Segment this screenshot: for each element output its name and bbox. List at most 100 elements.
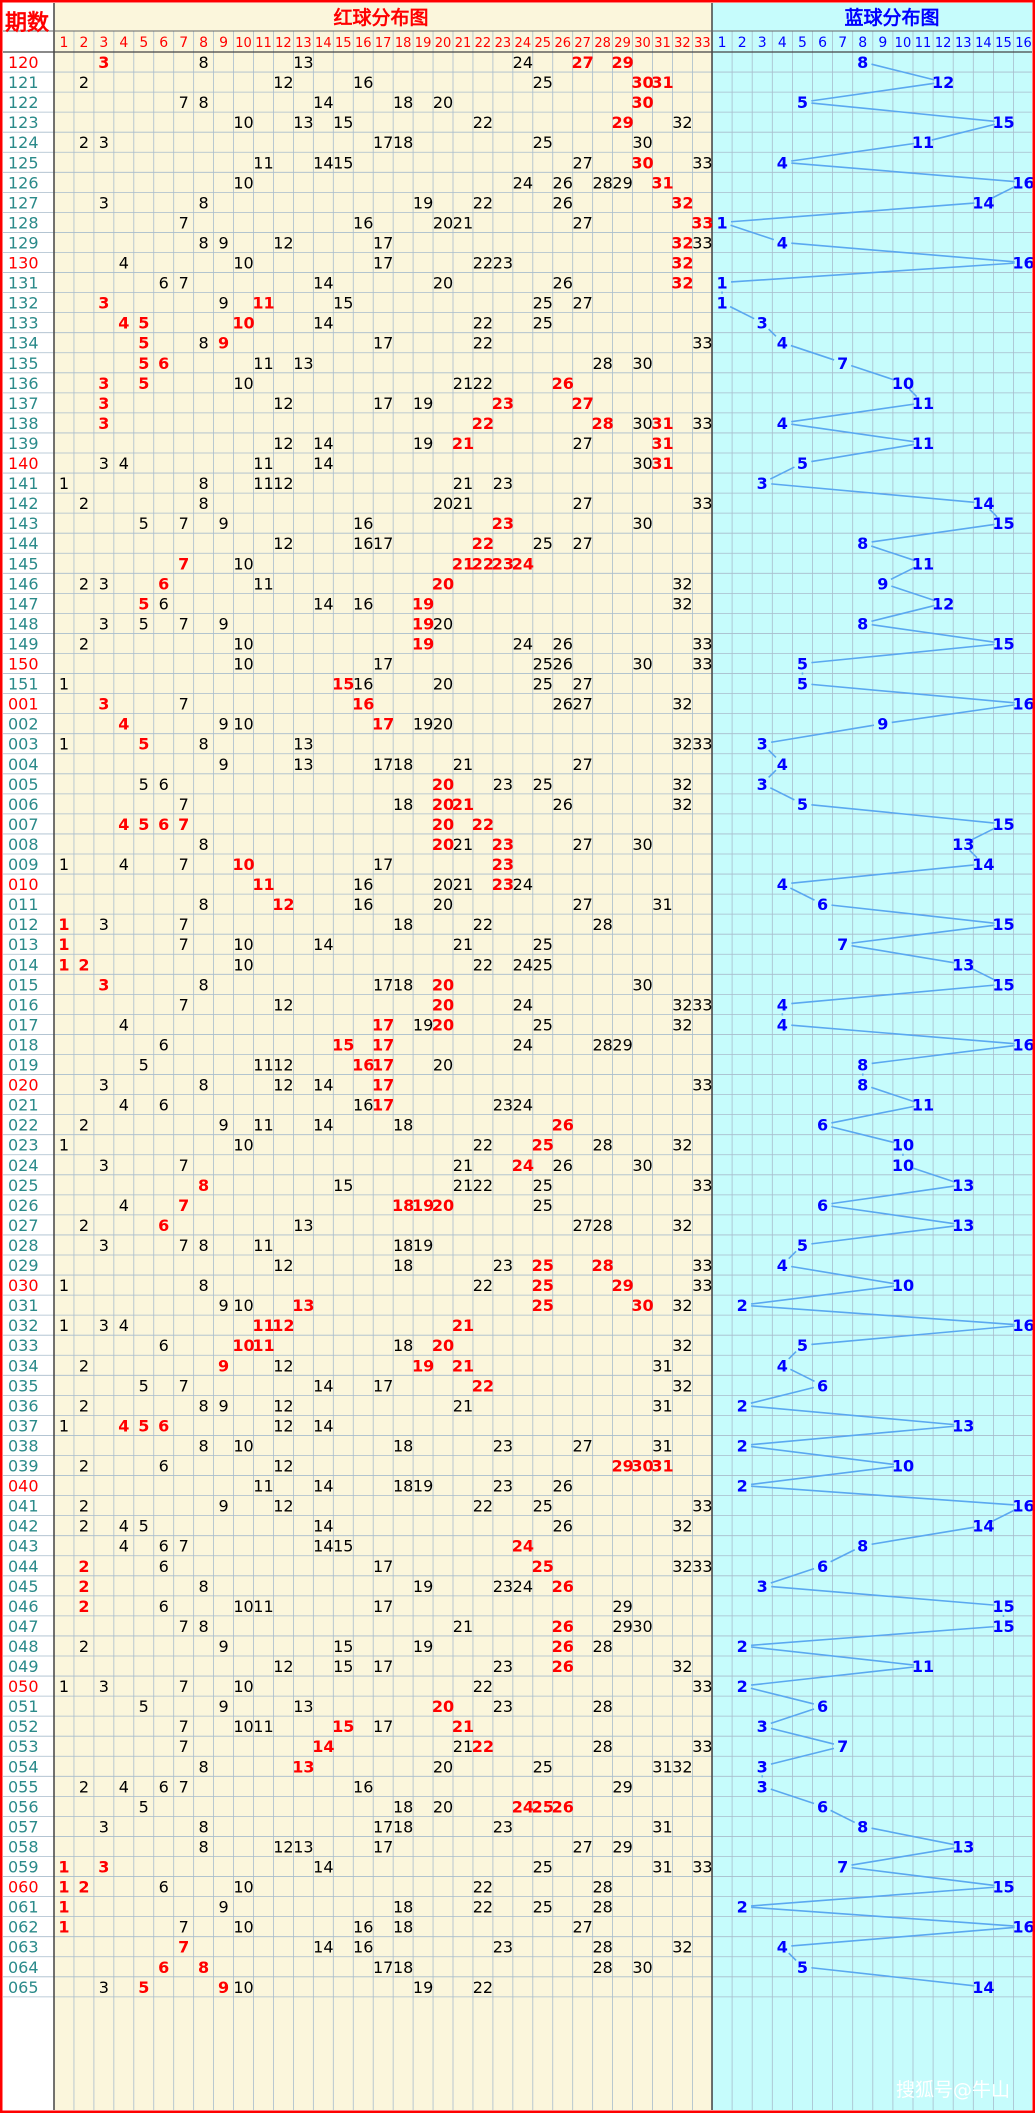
red-ball-number: 23 <box>493 1256 513 1275</box>
blue-ball-number: 8 <box>857 1076 868 1095</box>
period-label: 137 <box>8 394 39 413</box>
trend-segment <box>871 523 995 543</box>
red-ball-number: 5 <box>138 374 149 393</box>
red-ball-number: 2 <box>79 73 89 92</box>
red-ball-number: 5 <box>138 735 149 754</box>
trend-segment <box>991 1508 1016 1523</box>
red-ball-number: 24 <box>512 554 534 573</box>
red-ball-number: 19 <box>413 1637 433 1656</box>
red-ball-number: 3 <box>99 1978 109 1997</box>
red-ball-number: 19 <box>413 434 433 453</box>
red-ball-number: 18 <box>393 795 413 814</box>
red-ball-number: 20 <box>433 875 453 894</box>
period-label: 006 <box>8 795 39 814</box>
period-label: 051 <box>8 1697 39 1716</box>
red-ball-number: 28 <box>592 1898 612 1917</box>
blue-area-background <box>712 3 1032 2110</box>
red-ball-number: 25 <box>532 1557 554 1576</box>
red-ball-number: 6 <box>158 574 169 593</box>
red-ball-number: 7 <box>179 213 189 232</box>
red-ball-number: 17 <box>372 1035 394 1054</box>
blue-ball-number: 6 <box>817 895 828 914</box>
red-ball-number: 4 <box>119 1196 129 1215</box>
red-ball-number: 29 <box>611 53 633 72</box>
red-ball-number: 2 <box>79 1637 89 1656</box>
blue-col-label: 9 <box>878 35 887 51</box>
period-label: 003 <box>8 735 39 754</box>
red-ball-number: 24 <box>512 1156 534 1175</box>
red-ball-number: 32 <box>672 1938 692 1957</box>
red-ball-number: 26 <box>553 173 573 192</box>
red-ball-number: 15 <box>332 675 354 694</box>
red-ball-number: 5 <box>139 775 149 794</box>
red-ball-number: 32 <box>672 995 692 1014</box>
red-ball-number: 30 <box>632 835 652 854</box>
period-label: 047 <box>8 1617 39 1636</box>
red-ball-number: 5 <box>138 334 149 353</box>
trend-segment <box>751 1625 995 1647</box>
red-ball-number: 31 <box>652 1817 672 1836</box>
red-ball-number: 11 <box>253 1116 273 1135</box>
red-ball-number: 22 <box>472 1737 494 1756</box>
blue-col-label: 1 <box>718 35 727 51</box>
red-ball-number: 6 <box>159 1557 169 1576</box>
red-ball-number: 17 <box>373 655 393 674</box>
red-ball-number: 18 <box>393 975 413 994</box>
red-ball-number: 27 <box>572 835 592 854</box>
red-col-label: 30 <box>634 36 651 51</box>
red-ball-number: 22 <box>473 1136 493 1155</box>
red-ball-number: 27 <box>572 213 592 232</box>
blue-ball-number: 3 <box>757 314 768 333</box>
red-ball-number: 9 <box>218 1116 228 1135</box>
red-ball-number: 30 <box>632 655 652 674</box>
red-ball-number: 33 <box>692 233 712 252</box>
red-ball-number: 19 <box>413 1978 433 1997</box>
blue-col-label: 3 <box>758 35 767 51</box>
red-col-label: 28 <box>594 36 611 51</box>
red-ball-number: 4 <box>118 314 129 333</box>
red-ball-number: 24 <box>513 53 533 72</box>
red-ball-number: 4 <box>119 1537 129 1556</box>
red-ball-number: 17 <box>373 1817 393 1836</box>
red-ball-number: 7 <box>179 514 189 533</box>
red-ball-number: 18 <box>393 1797 413 1816</box>
red-ball-number: 3 <box>98 394 109 413</box>
red-ball-number: 21 <box>453 374 473 393</box>
period-label: 120 <box>8 53 39 72</box>
trend-segment <box>931 123 995 141</box>
red-ball-number: 18 <box>393 1336 413 1355</box>
red-ball-number: 12 <box>273 233 293 252</box>
red-ball-number: 18 <box>393 755 413 774</box>
red-ball-number: 8 <box>199 1617 209 1636</box>
red-ball-number: 32 <box>672 113 692 132</box>
red-ball-number: 5 <box>139 1697 149 1716</box>
trend-segment <box>890 566 916 581</box>
red-col-label: 14 <box>315 36 332 51</box>
red-ball-number: 12 <box>273 474 293 493</box>
red-ball-number: 20 <box>432 775 454 794</box>
red-ball-number: 20 <box>432 574 454 593</box>
red-ball-number: 27 <box>572 494 592 513</box>
blue-ball-number: 8 <box>857 1817 868 1836</box>
blue-ball-number: 6 <box>817 1797 828 1816</box>
period-label: 020 <box>8 1076 39 1095</box>
period-label: 139 <box>8 434 39 453</box>
red-ball-number: 33 <box>692 414 712 433</box>
red-ball-number: 15 <box>333 294 353 313</box>
blue-col-label: 4 <box>778 35 787 51</box>
red-ball-number: 17 <box>373 755 393 774</box>
blue-col-label: 16 <box>1015 36 1032 51</box>
red-ball-number: 25 <box>533 1196 553 1215</box>
blue-ball-number: 15 <box>992 915 1014 934</box>
red-ball-number: 25 <box>533 1757 553 1776</box>
red-ball-number: 17 <box>373 855 393 874</box>
red-ball-number: 18 <box>393 1116 413 1135</box>
red-ball-number: 22 <box>473 1878 493 1897</box>
red-ball-number: 17 <box>372 1056 394 1075</box>
red-ball-number: 7 <box>178 815 189 834</box>
red-ball-number: 19 <box>413 715 433 734</box>
red-ball-number: 3 <box>99 614 109 633</box>
red-ball-number: 20 <box>433 274 453 293</box>
red-ball-number: 13 <box>293 1837 313 1856</box>
blue-ball-number: 11 <box>912 133 934 152</box>
